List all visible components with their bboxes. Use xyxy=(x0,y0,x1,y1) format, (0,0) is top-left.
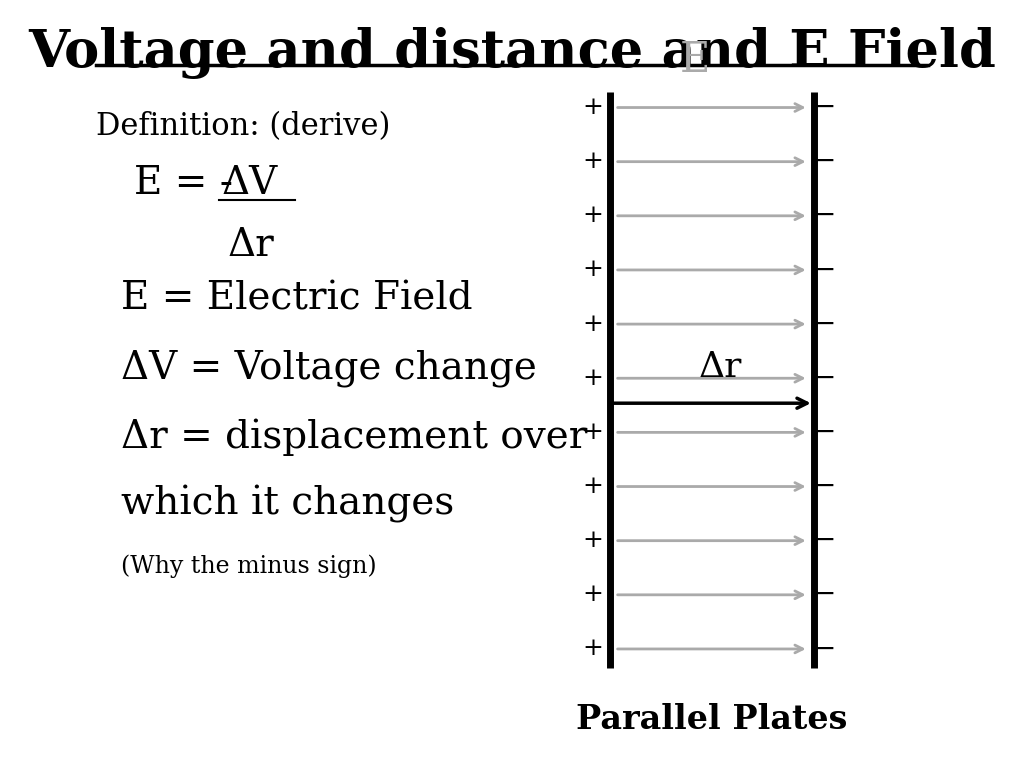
Text: −: − xyxy=(813,310,837,338)
Text: −: − xyxy=(813,365,837,392)
Text: −: − xyxy=(813,94,837,121)
Text: E = Electric Field: E = Electric Field xyxy=(121,280,473,317)
Text: +: + xyxy=(583,475,603,498)
Text: Δr: Δr xyxy=(698,350,741,384)
Text: −: − xyxy=(813,257,837,283)
Text: −: − xyxy=(813,581,837,608)
Text: +: + xyxy=(583,421,603,444)
Text: −: − xyxy=(813,148,837,175)
Text: +: + xyxy=(583,313,603,336)
Text: ΔV = Voltage change: ΔV = Voltage change xyxy=(121,349,537,387)
Text: E: E xyxy=(680,38,710,81)
Text: Definition: (derive): Definition: (derive) xyxy=(95,111,390,142)
Text: +: + xyxy=(583,204,603,227)
Text: +: + xyxy=(583,637,603,660)
Text: −: − xyxy=(813,527,837,554)
Text: −: − xyxy=(813,419,837,446)
Text: Parallel Plates: Parallel Plates xyxy=(575,703,848,736)
Text: ΔV: ΔV xyxy=(221,165,278,202)
Text: −: − xyxy=(813,635,837,663)
Text: +: + xyxy=(583,259,603,281)
Text: +: + xyxy=(583,151,603,173)
Text: −: − xyxy=(813,202,837,230)
Text: (Why the minus sign): (Why the minus sign) xyxy=(121,554,377,578)
Text: +: + xyxy=(583,367,603,389)
Text: Δr = displacement over: Δr = displacement over xyxy=(121,419,588,456)
Text: which it changes: which it changes xyxy=(121,485,455,523)
Text: +: + xyxy=(583,529,603,552)
Text: +: + xyxy=(583,96,603,119)
Text: Δr: Δr xyxy=(227,227,274,263)
Text: +: + xyxy=(583,584,603,606)
Text: Voltage and distance and E Field: Voltage and distance and E Field xyxy=(28,27,996,79)
Text: E = -: E = - xyxy=(134,165,232,202)
Text: −: − xyxy=(813,473,837,500)
